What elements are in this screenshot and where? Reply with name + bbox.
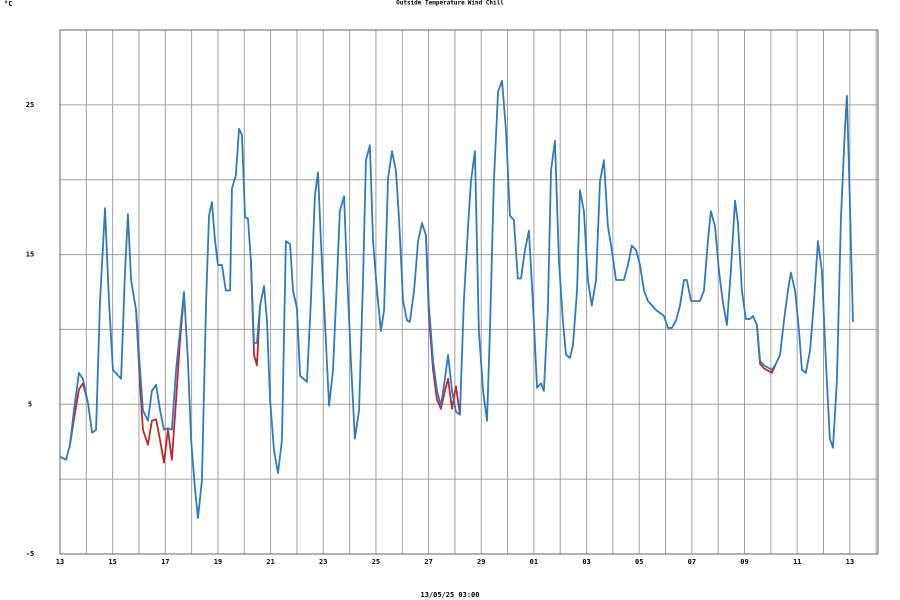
x-tick-label: 25 bbox=[372, 558, 380, 566]
legend-entry: Wind Chill bbox=[468, 0, 505, 7]
x-tick-label: 01 bbox=[530, 558, 538, 566]
x-tick-label: 19 bbox=[214, 558, 222, 566]
y-tick-label: 5 bbox=[28, 400, 32, 408]
y-tick-label: -5 bbox=[26, 550, 34, 558]
series-line bbox=[69, 235, 777, 464]
legend-entry: Outside Temperature bbox=[396, 0, 465, 7]
y-axis-label: °C bbox=[4, 0, 12, 8]
x-tick-label: 17 bbox=[161, 558, 169, 566]
x-axis-label: 13/05/25 03:00 bbox=[420, 591, 479, 599]
legend: Outside Temperature Wind Chill bbox=[396, 0, 504, 7]
y-tick-label: 15 bbox=[26, 251, 34, 259]
x-tick-label: 09 bbox=[740, 558, 748, 566]
x-tick-label: 29 bbox=[477, 558, 485, 566]
x-tick-label: 27 bbox=[424, 558, 432, 566]
x-tick-label: 03 bbox=[582, 558, 590, 566]
plot-frame bbox=[59, 29, 879, 555]
x-tick-label: 07 bbox=[688, 558, 696, 566]
x-tick-label: 21 bbox=[266, 558, 274, 566]
x-tick-label: 15 bbox=[108, 558, 116, 566]
x-tick-label: 23 bbox=[319, 558, 327, 566]
series-line bbox=[59, 80, 854, 519]
x-tick-label: 05 bbox=[635, 558, 643, 566]
x-tick-label: 13 bbox=[56, 558, 64, 566]
x-tick-label: 13 bbox=[846, 558, 854, 566]
y-tick-label: 25 bbox=[26, 101, 34, 109]
x-tick-label: 11 bbox=[793, 558, 801, 566]
